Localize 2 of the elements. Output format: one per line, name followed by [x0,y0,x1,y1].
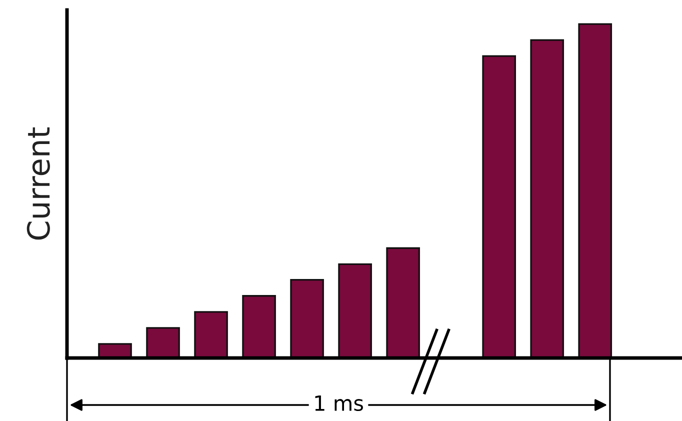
y-axis-title: Current [26,127,50,240]
text: 1 ms [315,396,363,412]
